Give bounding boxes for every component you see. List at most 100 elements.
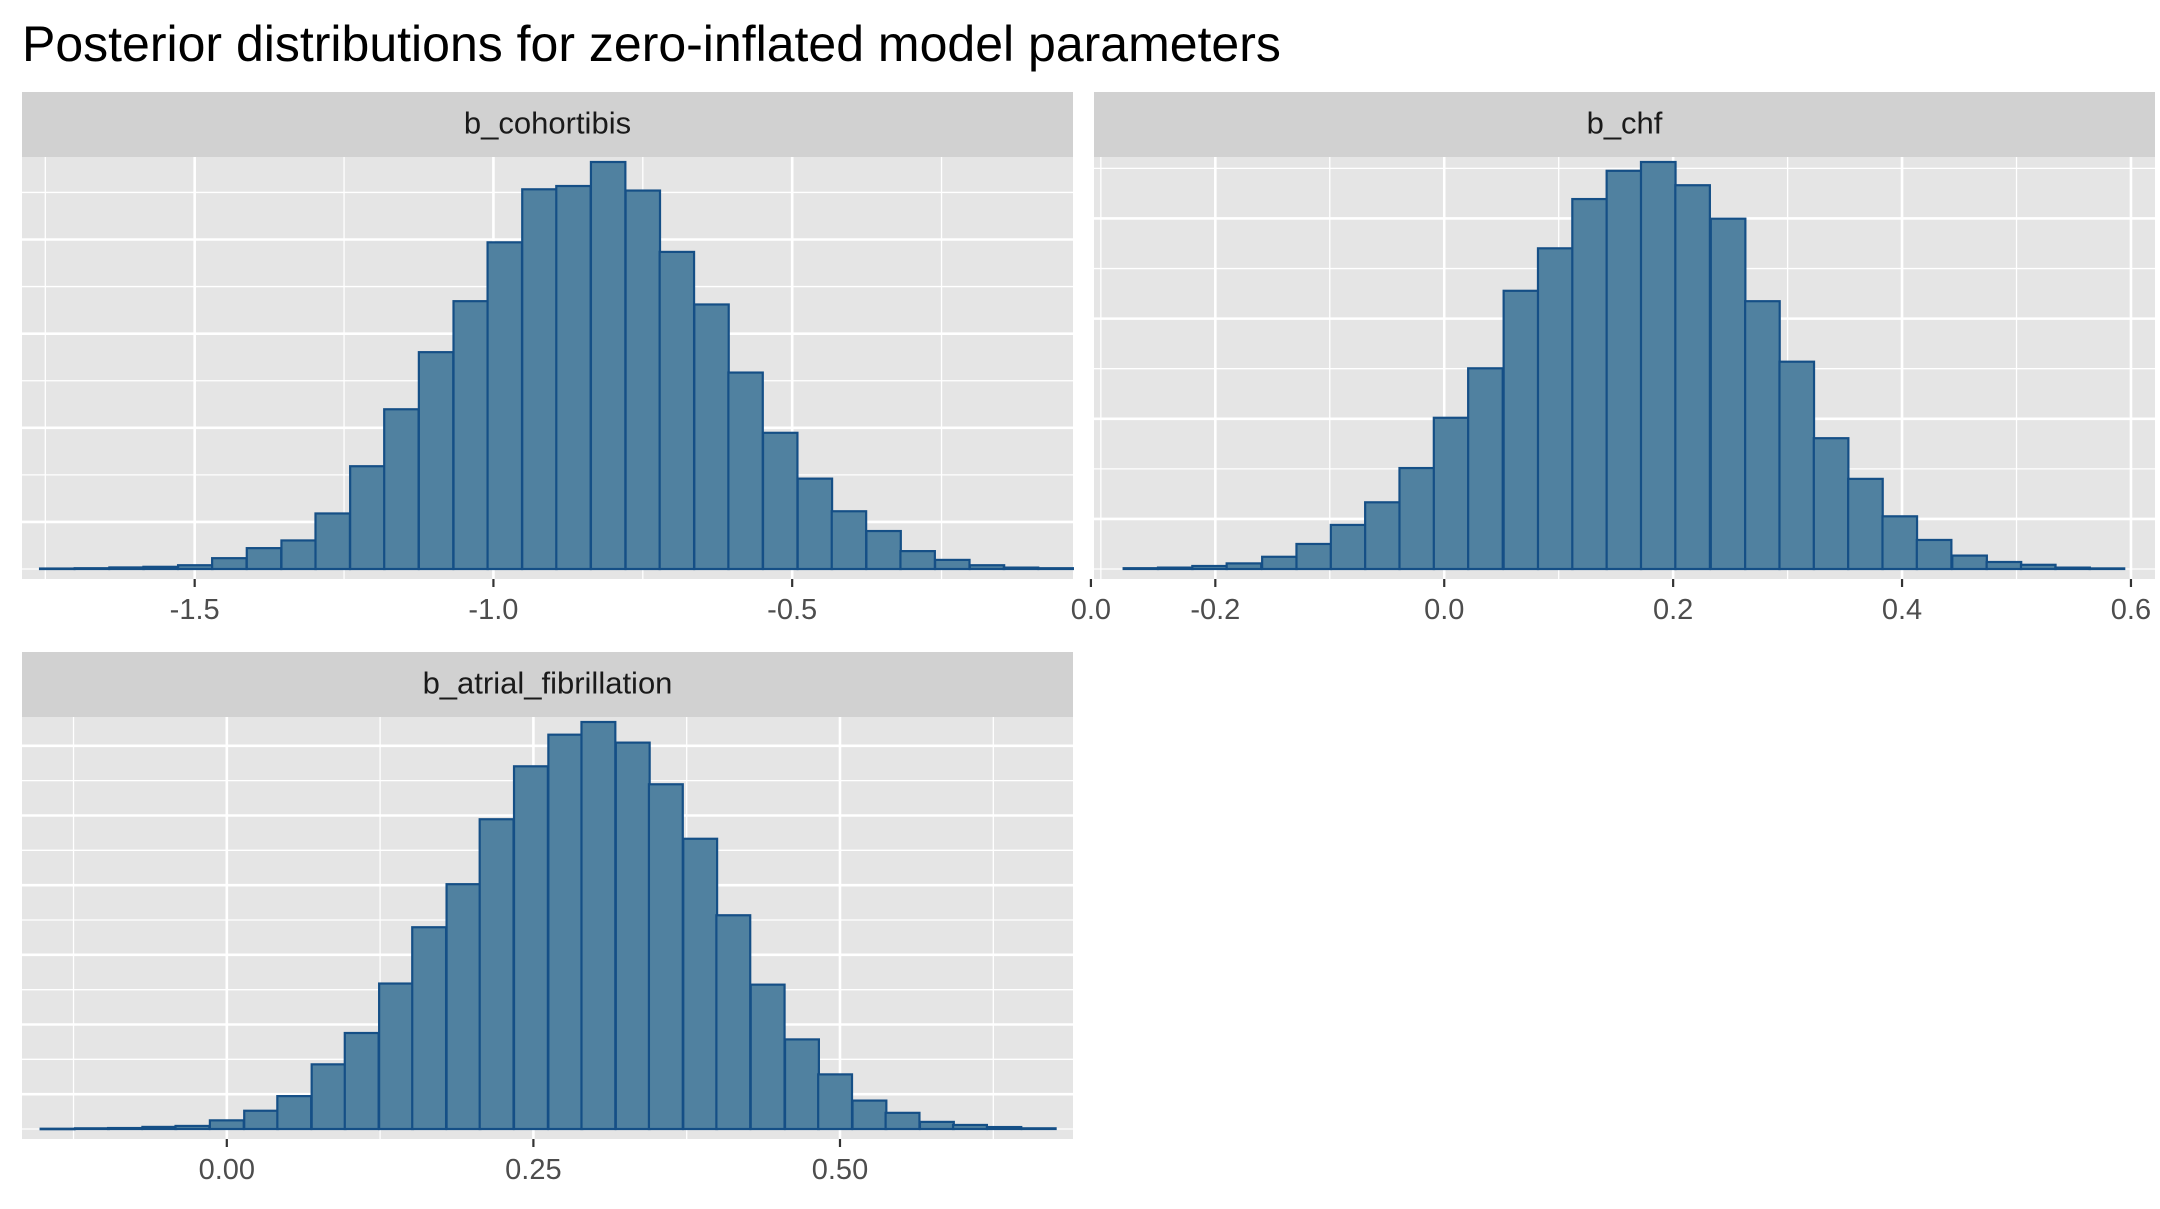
histogram-bar bbox=[1467, 367, 1504, 571]
histogram-bar bbox=[73, 567, 111, 571]
facet-panel-atrial-fibrillation: b_atrial_fibrillation 0.00 0.25 0.50 bbox=[22, 652, 1073, 1186]
facet-panel-chf: b_chf -0.2 0.0 0.2 0.4 0.6 bbox=[1094, 92, 2155, 626]
histogram-bar bbox=[1002, 566, 1040, 571]
histogram-bar bbox=[851, 1099, 888, 1131]
histogram-bar bbox=[1432, 416, 1470, 571]
histogram-bar bbox=[865, 529, 902, 571]
x-tick-label-0p25: 0.25 bbox=[505, 1154, 561, 1186]
histogram-bar bbox=[39, 1127, 76, 1131]
histogram-bar bbox=[986, 1125, 1023, 1131]
histogram-bar bbox=[1709, 217, 1747, 571]
histogram-bar bbox=[1639, 160, 1677, 571]
histogram-bar bbox=[174, 1124, 211, 1131]
x-tick-label-m1p5: -1.5 bbox=[170, 594, 220, 626]
histogram-bar bbox=[1881, 515, 1919, 571]
histogram-bar bbox=[73, 1127, 110, 1131]
histogram-bar bbox=[555, 184, 592, 571]
histogram-bar bbox=[1156, 566, 1194, 571]
histogram-bar bbox=[1985, 560, 2023, 571]
histogram-bar bbox=[749, 983, 786, 1131]
x-tick-label-0p2: 0.2 bbox=[1653, 594, 1693, 626]
histogram-bar bbox=[521, 188, 558, 571]
histogram-bar bbox=[1915, 538, 1953, 571]
x-tick-label-m0p2: -0.2 bbox=[1190, 594, 1240, 626]
histogram-bar bbox=[1571, 197, 1608, 571]
histogram-bar bbox=[1951, 554, 1988, 571]
histogram-bar bbox=[2088, 567, 2126, 571]
histogram-bar bbox=[658, 250, 696, 571]
x-tick-label-0p50: 0.50 bbox=[812, 1154, 868, 1186]
histogram-bar bbox=[1191, 564, 1228, 571]
histogram-bar bbox=[2019, 563, 2057, 571]
histogram-bar bbox=[280, 539, 317, 571]
histogram-bar bbox=[647, 783, 684, 1131]
histogram-bar bbox=[1398, 466, 1436, 571]
x-tick-label-0p0: 0.0 bbox=[1071, 594, 1111, 626]
histogram-bar bbox=[1122, 567, 1160, 571]
x-tick-label-m0p5: -0.5 bbox=[767, 594, 817, 626]
histogram-bar bbox=[478, 818, 515, 1131]
histogram-bar bbox=[968, 564, 1006, 571]
histogram-bar bbox=[349, 465, 386, 571]
facet-strip-chf bbox=[1094, 92, 2155, 157]
histogram-bar bbox=[108, 566, 145, 571]
histogram-bar bbox=[243, 1109, 280, 1131]
histogram-bar bbox=[715, 914, 752, 1131]
histogram-bar bbox=[1847, 477, 1884, 571]
histogram-bar bbox=[1364, 501, 1401, 571]
histogram-bar bbox=[1037, 567, 1074, 571]
histogram-bar bbox=[314, 512, 352, 571]
histogram-bar bbox=[1020, 1127, 1057, 1131]
histogram-bar bbox=[1502, 289, 1540, 571]
histogram-bar bbox=[899, 550, 936, 571]
histogram-bar bbox=[1812, 437, 1850, 571]
histogram-bar bbox=[682, 837, 719, 1131]
histogram-bar bbox=[452, 300, 490, 571]
x-tick-label-m1p0: -1.0 bbox=[468, 594, 518, 626]
histogram-bar bbox=[1744, 300, 1781, 571]
histogram-bar bbox=[693, 303, 730, 571]
x-tick-label-0p00: 0.00 bbox=[199, 1154, 255, 1186]
histogram-bar bbox=[796, 477, 834, 571]
histogram-bar bbox=[624, 189, 662, 571]
histogram-bar bbox=[1261, 555, 1298, 571]
histogram-bar bbox=[951, 1123, 989, 1131]
histogram-bar bbox=[589, 160, 627, 571]
histogram-bar bbox=[486, 241, 524, 571]
histogram-bar bbox=[1674, 184, 1711, 571]
histogram-bar bbox=[310, 1063, 347, 1131]
histogram-bar bbox=[38, 567, 76, 571]
histogram-bar bbox=[580, 720, 617, 1131]
histogram-bar bbox=[830, 510, 868, 571]
histogram-bar bbox=[933, 558, 971, 571]
histogram-bar bbox=[918, 1120, 955, 1131]
histogram-bar bbox=[343, 1031, 380, 1131]
histogram-bar bbox=[783, 1038, 820, 1131]
histogram-bar bbox=[142, 565, 179, 571]
histogram-bar bbox=[1329, 523, 1367, 571]
page-title: Posterior distributions for zero-inflate… bbox=[22, 16, 1281, 72]
histogram-bar bbox=[2054, 566, 2091, 571]
histogram-bar bbox=[1225, 562, 1263, 571]
facet-strip-cohortibis bbox=[22, 92, 1073, 157]
histogram-bar bbox=[1536, 247, 1574, 571]
histogram-bar bbox=[208, 1119, 245, 1131]
histogram-bar bbox=[547, 733, 584, 1131]
histogram-bar bbox=[383, 408, 420, 571]
histogram-bar bbox=[1605, 169, 1643, 571]
x-tick-label-0p0: 0.0 bbox=[1424, 594, 1464, 626]
histogram-bar bbox=[276, 1095, 313, 1131]
histogram-bar bbox=[1295, 542, 1333, 571]
histogram-bar bbox=[211, 557, 248, 571]
facet-label-cohortibis: b_cohortibis bbox=[464, 106, 631, 141]
histogram-bar bbox=[884, 1111, 921, 1131]
histogram-bar bbox=[176, 564, 214, 571]
histogram-bar bbox=[614, 741, 651, 1131]
x-tick-label-0p6: 0.6 bbox=[2111, 594, 2151, 626]
facet-label-chf: b_chf bbox=[1587, 106, 1663, 141]
histogram-bar bbox=[512, 765, 549, 1131]
facet-panel-cohortibis: b_cohortibis -1.5 -1.0 -0.5 0.0 bbox=[22, 92, 1111, 626]
histogram-bar bbox=[245, 547, 283, 571]
histogram-bar bbox=[417, 351, 455, 571]
